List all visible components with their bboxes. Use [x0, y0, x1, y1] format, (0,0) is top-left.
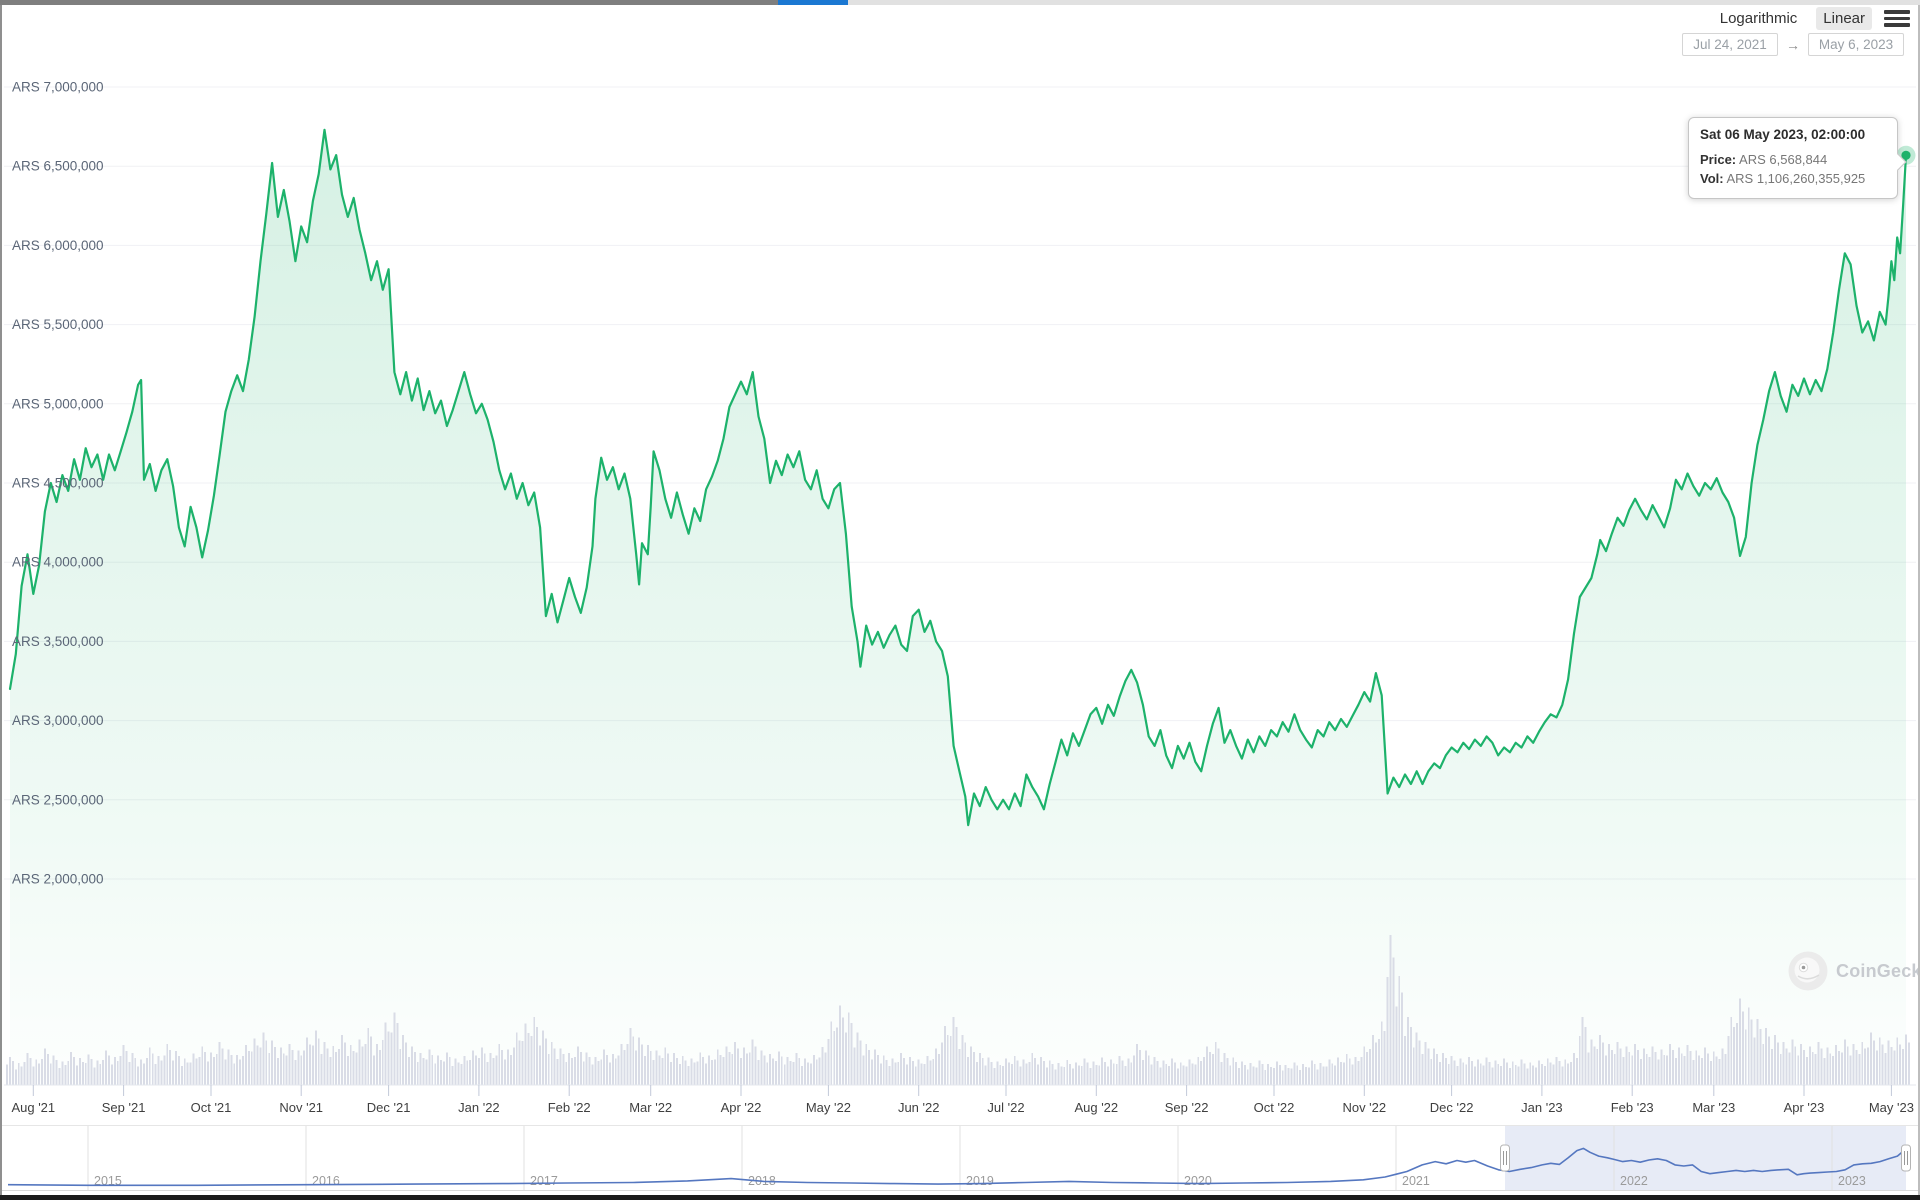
- watermark-text: CoinGecko: [1836, 960, 1920, 981]
- top-scrollbar-thumb[interactable]: [778, 0, 848, 5]
- x-axis-label: Jan '22: [458, 1100, 500, 1115]
- y-axis-label: ARS 4,500,000: [12, 476, 104, 491]
- x-axis-label: Oct '22: [1254, 1100, 1295, 1115]
- last-point-marker[interactable]: [1901, 150, 1911, 160]
- y-axis-label: ARS 2,500,000: [12, 792, 104, 807]
- tooltip-volume-row: Vol: ARS 1,106,260,355,925: [1700, 170, 1866, 186]
- x-axis-label: Jan '23: [1521, 1100, 1563, 1115]
- x-axis-label: Apr '22: [721, 1100, 762, 1115]
- x-axis-label: Jun '22: [898, 1100, 940, 1115]
- nav-year-label: 2016: [312, 1174, 340, 1188]
- nav-year-label: 2022: [1620, 1174, 1648, 1188]
- y-axis-label: ARS 3,500,000: [12, 634, 104, 649]
- x-axis-label: Aug '22: [1074, 1100, 1118, 1115]
- y-axis-label: ARS 7,000,000: [12, 80, 104, 95]
- top-scrollbar-track-right: [848, 0, 1920, 5]
- nav-year-label: 2015: [94, 1174, 122, 1188]
- y-axis-label: ARS 2,000,000: [12, 872, 104, 887]
- price-area: [10, 129, 1906, 1086]
- x-axis-label: Jul '22: [987, 1100, 1024, 1115]
- nav-year-label: 2023: [1838, 1174, 1866, 1188]
- nav-year-label: 2021: [1402, 1174, 1430, 1188]
- date-range-arrow-icon: →: [1786, 36, 1800, 53]
- x-axis-label: Feb '23: [1611, 1100, 1654, 1115]
- price-volume-chart[interactable]: Aug '21 Sep '21 Oct '21 Nov '21 Dec '21 Jan '…: [0, 0, 1920, 1120]
- nav-year-label: 2019: [966, 1174, 994, 1188]
- x-axis-label: Aug '21: [11, 1100, 55, 1115]
- y-axis-label: ARS 5,000,000: [12, 396, 104, 411]
- x-axis-label: May '23: [1869, 1100, 1914, 1115]
- x-axis-label: May '22: [806, 1100, 851, 1115]
- x-axis-label: Apr '23: [1784, 1100, 1825, 1115]
- tooltip-price-row: Price: ARS 6,568,844: [1700, 152, 1828, 167]
- window-edge-right: [1918, 0, 1920, 1200]
- top-scrollbar[interactable]: [0, 0, 1920, 5]
- date-range-picker: →: [1682, 33, 1904, 56]
- x-axis-label: Nov '21: [279, 1100, 323, 1115]
- top-scrollbar-track-left: [0, 0, 778, 5]
- hamburger-icon[interactable]: [1884, 10, 1910, 27]
- date-from-input[interactable]: [1682, 33, 1778, 56]
- scale-toggle: Logarithmic Linear: [1713, 7, 1910, 30]
- x-axis-label: Mar '22: [629, 1100, 672, 1115]
- date-to-input[interactable]: [1808, 33, 1904, 56]
- nav-line: [7, 1147, 1909, 1187]
- y-axis-label: ARS 4,000,000: [12, 555, 104, 570]
- linear-button[interactable]: Linear: [1816, 7, 1872, 30]
- x-axis-label: Nov '22: [1342, 1100, 1386, 1115]
- volume-bars: [6, 935, 1910, 1085]
- x-axis-label: Mar '23: [1692, 1100, 1735, 1115]
- nav-handle-right[interactable]: [1901, 1144, 1911, 1172]
- nav-year-label: 2020: [1184, 1174, 1212, 1188]
- x-axis-label: Sep '21: [102, 1100, 146, 1115]
- logarithmic-button[interactable]: Logarithmic: [1719, 10, 1798, 27]
- tooltip-date: Sat 06 May 2023, 02:00:00: [1700, 127, 1866, 142]
- x-axis-label: Sep '22: [1165, 1100, 1209, 1115]
- nav-handle-left[interactable]: [1500, 1144, 1510, 1172]
- nav-selection[interactable]: [1505, 1126, 1906, 1190]
- y-axis-label: ARS 6,000,000: [12, 238, 104, 253]
- coingecko-watermark: CoinGecko: [1788, 951, 1920, 991]
- nav-year-label: 2017: [530, 1174, 558, 1188]
- y-axis-label: ARS 3,000,000: [12, 713, 104, 728]
- window-edge-bottom: [0, 1195, 1920, 1200]
- x-axis-label: Oct '21: [191, 1100, 232, 1115]
- range-navigator[interactable]: 2015 2016 2017 2018 2019 2020 2021 2022 2023: [0, 1124, 1920, 1198]
- y-axis-label: ARS 5,500,000: [12, 317, 104, 332]
- price-line: [8, 128, 1908, 827]
- x-axis-label: Feb '22: [548, 1100, 591, 1115]
- x-axis-label: Dec '22: [1430, 1100, 1474, 1115]
- y-axis-label: ARS 6,500,000: [12, 159, 104, 174]
- coingecko-gecko-icon: [1788, 951, 1828, 991]
- chart-tooltip: Sat 06 May 2023, 02:00:00 Price: ARS 6,5…: [1688, 117, 1898, 199]
- window-edge-left: [0, 0, 2, 1200]
- x-axis-label: Dec '21: [367, 1100, 411, 1115]
